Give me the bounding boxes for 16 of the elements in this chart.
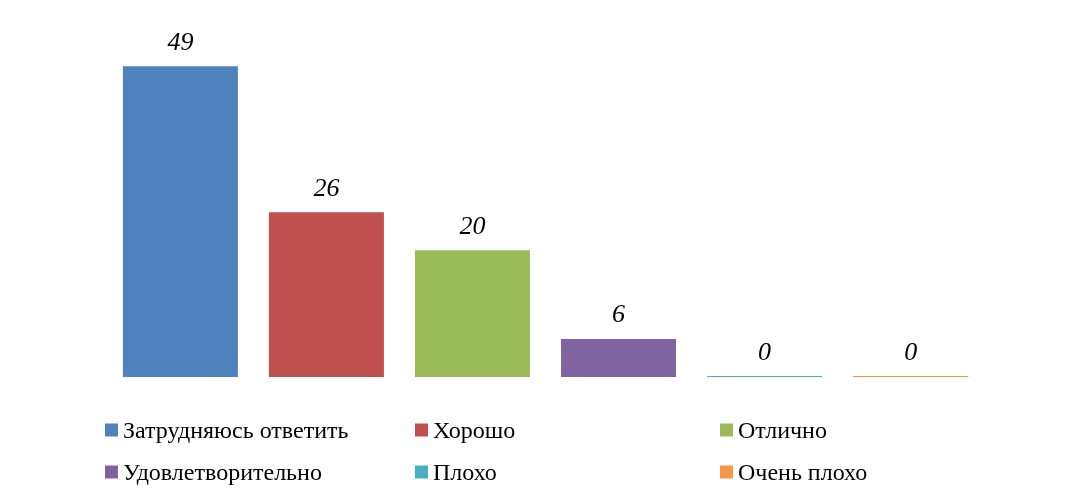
bar [414,250,530,377]
legend-label: Хорошо [433,417,516,443]
data-label: 20 [459,210,486,240]
legend-label: Очень плохо [738,459,868,485]
bar [268,212,384,377]
legend-label: Плохо [433,459,497,485]
data-label: 26 [313,172,340,202]
legend-label: Отлично [738,417,827,443]
data-label: 0 [758,336,772,366]
bar [122,66,238,377]
data-label: 0 [904,336,918,366]
legend-label: Затрудняюсь ответить [123,417,349,443]
bar [561,338,677,377]
legend-label: Удовлетворительно [123,459,322,485]
data-label: 49 [167,26,194,56]
data-label: 6 [612,299,626,329]
